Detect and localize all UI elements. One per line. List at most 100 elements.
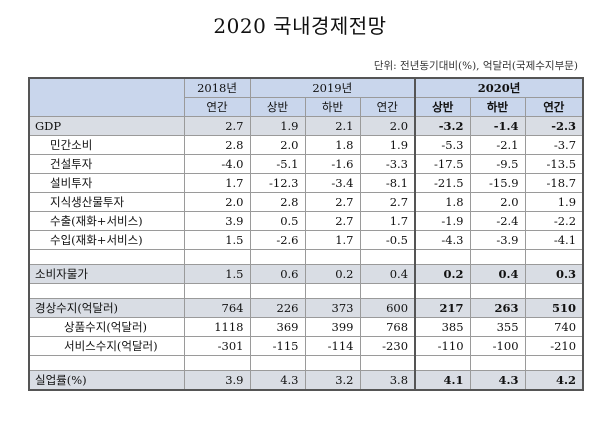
- table-row-cpi: 소비자물가 1.5 0.6 0.2 0.4 0.2 0.4 0.3: [28, 264, 584, 284]
- header-period: 하반: [304, 97, 361, 117]
- header-year-2019: 2019년: [249, 77, 416, 98]
- cell: 4.3: [249, 370, 306, 391]
- cell: -2.6: [249, 230, 306, 250]
- cell: -8.1: [359, 173, 416, 193]
- cell: 355: [469, 317, 526, 337]
- cell: -4.3: [414, 230, 471, 250]
- table-row-current-account: 경상수지(억달러) 764 226 373 600 217 263 510: [28, 298, 584, 318]
- cell: 740: [524, 317, 584, 337]
- table-row-gdp: GDP 2.7 1.9 2.1 2.0 -3.2 -1.4 -2.3: [28, 116, 584, 136]
- row-label: 서비스수지(억달러): [28, 336, 185, 356]
- table-row: 수입(재화+서비스) 1.5 -2.6 1.7 -0.5 -4.3 -3.9 -…: [28, 230, 584, 250]
- cell: -3.2: [414, 116, 471, 136]
- cell: -17.5: [414, 154, 471, 174]
- row-label: 지식생산물투자: [28, 192, 185, 212]
- cell: -1.9: [414, 211, 471, 231]
- cell: 2.0: [359, 116, 416, 136]
- cell: -1.6: [304, 154, 361, 174]
- cell: -301: [183, 336, 251, 356]
- header-period: 하반: [469, 97, 526, 117]
- cell: -2.1: [469, 135, 526, 155]
- cell: 1118: [183, 317, 251, 337]
- cell: 0.6: [249, 264, 306, 284]
- cell: 2.8: [183, 135, 251, 155]
- cell: 1.5: [183, 230, 251, 250]
- cell: 373: [304, 298, 361, 318]
- table-row: 건설투자 -4.0 -5.1 -1.6 -3.3 -17.5 -9.5 -13.…: [28, 154, 584, 174]
- cell: 3.9: [183, 211, 251, 231]
- cell: 0.5: [249, 211, 306, 231]
- cell: 399: [304, 317, 361, 337]
- row-label: 설비투자: [28, 173, 185, 193]
- cell: -210: [524, 336, 584, 356]
- cell: 1.7: [359, 211, 416, 231]
- table-row: 수출(재화+서비스) 3.9 0.5 2.7 1.7 -1.9 -2.4 -2.…: [28, 211, 584, 231]
- cell: 3.2: [304, 370, 361, 391]
- row-label: 소비자물가: [28, 264, 185, 284]
- header-row-periods: 연간 상반 하반 연간 상반 하반 연간: [29, 97, 584, 117]
- cell: 2.1: [304, 116, 361, 136]
- spacer-row: [28, 355, 584, 371]
- cell: 1.9: [524, 192, 584, 212]
- cell: -21.5: [414, 173, 471, 193]
- cell: 1.9: [359, 135, 416, 155]
- cell: 0.4: [469, 264, 526, 284]
- cell: 1.7: [183, 173, 251, 193]
- cell: -100: [469, 336, 526, 356]
- spacer-row: [28, 283, 584, 299]
- cell: -3.3: [359, 154, 416, 174]
- table-row: 민간소비 2.8 2.0 1.8 1.9 -5.3 -2.1 -3.7: [28, 135, 584, 155]
- cell: -15.9: [469, 173, 526, 193]
- row-label: 수출(재화+서비스): [28, 211, 185, 231]
- cell: -110: [414, 336, 471, 356]
- cell: -2.2: [524, 211, 584, 231]
- spacer-row: [28, 249, 584, 265]
- cell: 2.7: [359, 192, 416, 212]
- table-row: 설비투자 1.7 -12.3 -3.4 -8.1 -21.5 -15.9 -18…: [28, 173, 584, 193]
- cell: 764: [183, 298, 251, 318]
- cell: 2.8: [249, 192, 306, 212]
- row-label: 수입(재화+서비스): [28, 230, 185, 250]
- cell: 1.8: [304, 135, 361, 155]
- cell: -12.3: [249, 173, 306, 193]
- cell: -115: [249, 336, 306, 356]
- table-row-unemployment: 실업률(%) 3.9 4.3 3.2 3.8 4.1 4.3 4.2: [28, 370, 584, 391]
- header-year-2020: 2020년: [414, 77, 584, 98]
- cell: 600: [359, 298, 416, 318]
- cell: -4.0: [183, 154, 251, 174]
- header-corner: [28, 77, 185, 117]
- cell: 217: [414, 298, 471, 318]
- cell: 4.1: [414, 370, 471, 391]
- row-label: GDP: [28, 116, 185, 136]
- cell: -5.3: [414, 135, 471, 155]
- cell: 2.0: [183, 192, 251, 212]
- cell: 2.7: [304, 192, 361, 212]
- cell: -2.3: [524, 116, 584, 136]
- cell: -13.5: [524, 154, 584, 174]
- table-row: 서비스수지(억달러) -301 -115 -114 -230 -110 -100…: [28, 336, 584, 356]
- cell: -3.9: [469, 230, 526, 250]
- row-label: 민간소비: [28, 135, 185, 155]
- page-title: 2020 국내경제전망: [213, 14, 387, 38]
- cell: 263: [469, 298, 526, 318]
- cell: 4.3: [469, 370, 526, 391]
- cell: -9.5: [469, 154, 526, 174]
- row-label: 경상수지(억달러): [28, 298, 185, 318]
- cell: -3.4: [304, 173, 361, 193]
- cell: 2.7: [304, 211, 361, 231]
- cell: 3.9: [183, 370, 251, 391]
- cell: 226: [249, 298, 306, 318]
- cell: 2.0: [249, 135, 306, 155]
- cell: -1.4: [469, 116, 526, 136]
- header-period: 연간: [524, 97, 584, 117]
- cell: -3.7: [524, 135, 584, 155]
- cell: 0.2: [304, 264, 361, 284]
- cell: 385: [414, 317, 471, 337]
- cell: 1.7: [304, 230, 361, 250]
- header-period: 상반: [414, 97, 471, 117]
- cell: -0.5: [359, 230, 416, 250]
- cell: 1.9: [249, 116, 306, 136]
- row-label: 상품수지(억달러): [28, 317, 185, 337]
- header-period: 연간: [183, 97, 251, 117]
- header-row-years: 2018년 2019년 2020년: [28, 77, 584, 117]
